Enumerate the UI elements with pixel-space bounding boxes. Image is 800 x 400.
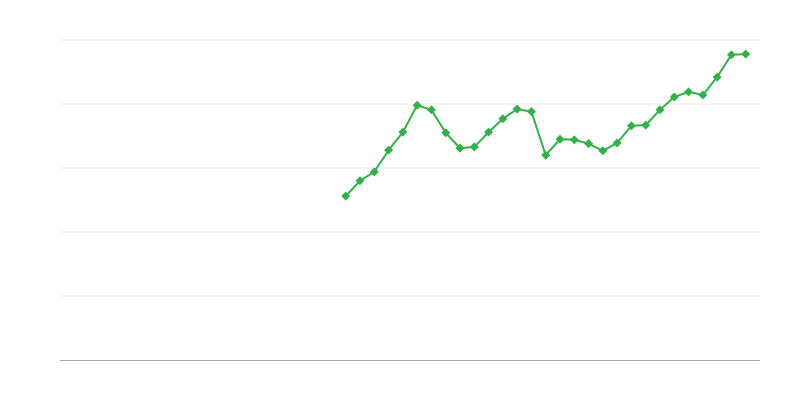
data-point-19 <box>612 138 622 148</box>
data-point-7 <box>441 128 451 138</box>
data-point-15 <box>555 134 565 144</box>
data-point-28 <box>741 49 751 59</box>
data-point-11 <box>498 114 508 124</box>
data-point-0 <box>341 191 351 201</box>
data-point-21 <box>641 120 651 130</box>
data-point-5 <box>412 100 422 110</box>
data-point-27 <box>726 50 736 60</box>
data-point-24 <box>684 87 694 97</box>
data-point-8 <box>455 143 465 153</box>
data-point-26 <box>712 72 722 82</box>
data-point-13 <box>526 107 536 117</box>
data-point-17 <box>584 139 594 149</box>
data-point-6 <box>426 105 436 115</box>
data-point-9 <box>469 142 479 152</box>
data-point-22 <box>655 105 665 115</box>
data-point-20 <box>626 121 636 131</box>
data-point-1 <box>355 176 365 186</box>
series-markers <box>341 49 751 201</box>
gridlines <box>60 39 760 297</box>
data-point-25 <box>698 90 708 100</box>
data-point-18 <box>598 146 608 156</box>
data-point-16 <box>569 135 579 145</box>
data-point-23 <box>669 92 679 102</box>
data-point-2 <box>369 167 379 177</box>
data-point-4 <box>398 127 408 137</box>
data-point-12 <box>512 104 522 114</box>
series-line <box>344 53 746 197</box>
data-point-3 <box>384 145 394 155</box>
data-point-14 <box>541 150 551 160</box>
data-point-10 <box>484 127 494 137</box>
